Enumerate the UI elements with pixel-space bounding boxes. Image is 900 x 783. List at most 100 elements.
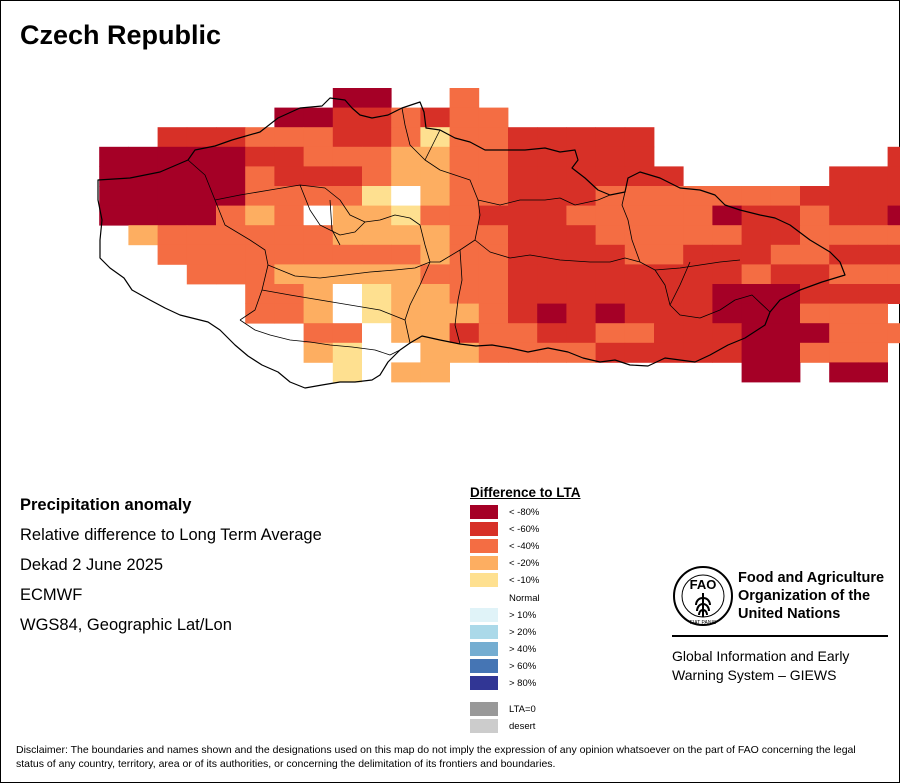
map-description: Relative difference to Long Term Average bbox=[20, 526, 322, 544]
grid-cell bbox=[362, 244, 392, 265]
grid-cell bbox=[362, 303, 392, 324]
grid-cell bbox=[537, 264, 567, 285]
grid-cell bbox=[624, 186, 655, 206]
grid-cell bbox=[858, 284, 888, 304]
grid-cell bbox=[683, 186, 713, 206]
grid-cell bbox=[712, 284, 742, 304]
grid-cell bbox=[508, 146, 538, 167]
grid-cell bbox=[391, 323, 421, 344]
country-border bbox=[97, 97, 846, 389]
grid-cell bbox=[186, 205, 217, 226]
grid-cell bbox=[800, 303, 830, 324]
grid-cell bbox=[800, 342, 830, 363]
grid-cell bbox=[332, 186, 363, 206]
grid-cell bbox=[595, 166, 626, 187]
grid-cell bbox=[157, 127, 188, 148]
grid-cell bbox=[303, 186, 334, 206]
grid-cell bbox=[362, 127, 392, 148]
grid-cell bbox=[508, 166, 538, 187]
grid-cell bbox=[508, 284, 538, 304]
grid-cell bbox=[186, 186, 217, 206]
grid-cell bbox=[887, 244, 900, 265]
grid-cell bbox=[537, 186, 567, 206]
fao-logo-block: FAO FIAT PANIS Food and Agriculture Orga… bbox=[672, 565, 888, 683]
grid-cell bbox=[829, 303, 859, 324]
grid-cell bbox=[99, 205, 129, 226]
fao-emblem-icon: FAO FIAT PANIS bbox=[673, 566, 733, 626]
grid-cell bbox=[508, 303, 538, 324]
grid-cell bbox=[829, 244, 859, 265]
grid-cell bbox=[303, 342, 334, 363]
grid-cell bbox=[829, 225, 859, 246]
grid-cell bbox=[537, 127, 567, 148]
grid-cell bbox=[478, 205, 509, 226]
map-period: Dekad 2 June 2025 bbox=[20, 556, 164, 574]
grid-cell bbox=[362, 342, 392, 363]
grid-cell bbox=[858, 342, 888, 363]
logo-divider bbox=[672, 635, 888, 637]
grid-cell bbox=[508, 186, 538, 206]
grid-cell bbox=[712, 264, 742, 285]
grid-cell bbox=[186, 264, 217, 285]
grid-cell bbox=[332, 107, 363, 128]
grid-cell bbox=[712, 225, 742, 246]
grid-cell bbox=[303, 127, 334, 148]
grid-cell bbox=[800, 323, 830, 344]
grid-cell bbox=[654, 342, 684, 363]
grid-cell bbox=[858, 323, 888, 344]
grid-cell bbox=[566, 146, 596, 167]
legend-swatch bbox=[470, 659, 498, 673]
grid-cell bbox=[654, 205, 684, 226]
grid-cell bbox=[420, 146, 450, 167]
grid-cell bbox=[449, 107, 480, 128]
legend-item: > 60% bbox=[470, 659, 536, 673]
grid-cell bbox=[362, 362, 392, 383]
grid-cell bbox=[770, 264, 801, 285]
grid-cell bbox=[449, 146, 480, 167]
grid-cell bbox=[800, 244, 830, 265]
grid-cell bbox=[449, 205, 480, 226]
grid-cell bbox=[128, 205, 158, 226]
grid-cell bbox=[391, 127, 421, 148]
grid-cell bbox=[128, 146, 158, 167]
grid-cell bbox=[391, 225, 421, 246]
legend-label: < -10% bbox=[509, 574, 540, 586]
grid-cell bbox=[449, 264, 480, 285]
grid-cell bbox=[770, 284, 801, 304]
map-projection: WGS84, Geographic Lat/Lon bbox=[20, 616, 232, 634]
legend-swatch bbox=[470, 642, 498, 656]
legend-swatch bbox=[470, 539, 498, 553]
grid-cell bbox=[712, 186, 742, 206]
grid-cell bbox=[420, 362, 450, 383]
grid-cell bbox=[741, 323, 772, 344]
grid-cell bbox=[420, 107, 450, 128]
legend-item: LTA=0 bbox=[470, 702, 536, 716]
grid-cell bbox=[683, 205, 713, 226]
grid-cell bbox=[362, 146, 392, 167]
grid-cell bbox=[478, 107, 509, 128]
grid-cell bbox=[537, 205, 567, 226]
grid-cell bbox=[303, 166, 334, 187]
grid-cell bbox=[391, 186, 421, 206]
grid-cell bbox=[245, 303, 275, 324]
grid-cell bbox=[566, 284, 596, 304]
grid-cell bbox=[332, 88, 363, 108]
grid-cell bbox=[391, 107, 421, 128]
grid-cell bbox=[478, 323, 509, 344]
grid-cell bbox=[858, 205, 888, 226]
legend-swatch bbox=[470, 505, 498, 519]
grid-cell bbox=[449, 323, 480, 344]
grid-cell bbox=[595, 303, 626, 324]
map-legend: Difference to LTA < -80% < -60% < -40% < -2… bbox=[470, 485, 581, 733]
grid-cell bbox=[654, 166, 684, 187]
grid-cell bbox=[274, 303, 304, 324]
grid-cell bbox=[478, 284, 509, 304]
grid-cell bbox=[741, 244, 772, 265]
grid-cell bbox=[595, 225, 626, 246]
legend-swatch bbox=[470, 625, 498, 639]
fao-name-line-2: Organization of the bbox=[738, 588, 871, 604]
grid-cell bbox=[712, 303, 742, 324]
grid-cell bbox=[332, 127, 363, 148]
grid-cell bbox=[683, 284, 713, 304]
fao-motto: FIAT PANIS bbox=[690, 620, 717, 626]
